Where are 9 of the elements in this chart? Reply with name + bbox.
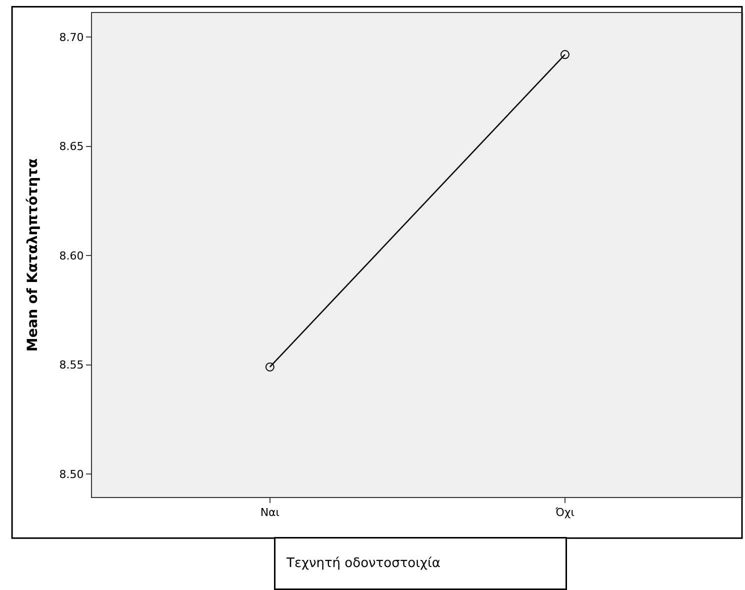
x-tick-label: Ναι (260, 506, 280, 520)
x-axis-title: Τεχνητή οδοντοστοιχία (286, 556, 440, 571)
y-tick-label: 8.50 (59, 468, 84, 481)
y-tick-label: 8.55 (59, 358, 84, 372)
y-axis-title: Mean of Καταληπτότητα (24, 158, 41, 352)
y-tick-label: 8.60 (59, 249, 84, 262)
x-tick-label: Όχι (554, 506, 575, 520)
y-tick-label: 8.65 (59, 140, 84, 154)
y-tick-label: 8.70 (59, 30, 84, 44)
